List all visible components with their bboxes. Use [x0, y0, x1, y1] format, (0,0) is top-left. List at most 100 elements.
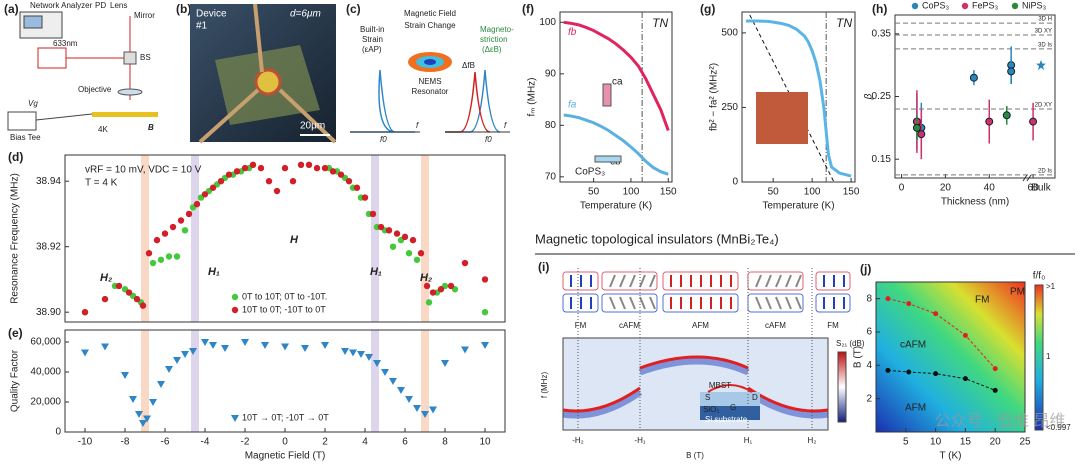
- colorbar-title: S₂₁ (dB): [836, 339, 865, 348]
- point: [421, 411, 429, 418]
- panel-label: (i): [538, 260, 549, 274]
- field-band: [191, 330, 199, 432]
- point: [225, 171, 233, 178]
- phase-boundary: [887, 298, 996, 370]
- colorbar-label: >1: [1046, 282, 1056, 291]
- point: [329, 168, 337, 175]
- y-axis-label: fb² − fa² (MHz²): [709, 63, 720, 131]
- spin-arrow: [755, 274, 762, 288]
- legend-label: 10T to 0T; -10T to 0T: [242, 304, 326, 314]
- point: [969, 73, 978, 82]
- y-tick-label: 60,000: [30, 337, 61, 348]
- electrode: [198, 88, 260, 144]
- x-axis-label: Magnetic Field (T): [245, 451, 326, 462]
- point: [417, 250, 425, 257]
- point: [413, 405, 421, 412]
- point: [912, 123, 921, 132]
- point: [389, 378, 397, 385]
- objective: [117, 88, 143, 96]
- point: [209, 184, 217, 191]
- peak: [445, 71, 491, 133]
- legend-label: fa: [568, 100, 577, 111]
- state-label: cAFM: [765, 321, 786, 330]
- inset-label: Si substrate: [705, 415, 748, 424]
- point: [385, 227, 393, 234]
- x-tick-label: 50: [768, 187, 780, 198]
- point: [481, 342, 489, 349]
- field-band: [421, 155, 429, 322]
- label: B: [148, 123, 154, 132]
- label: ΔfB: [462, 61, 475, 70]
- point: [135, 411, 143, 418]
- y-tick-label: 500: [721, 28, 738, 39]
- point: [181, 351, 189, 358]
- spin-arrow: [795, 274, 802, 288]
- y-axis-label: B (T): [853, 346, 864, 368]
- point: [161, 230, 169, 237]
- point: [265, 177, 273, 185]
- label: Strain Change: [404, 21, 456, 30]
- spin-arrow: [629, 296, 636, 310]
- neel-label: TN: [652, 16, 668, 30]
- point: [149, 399, 157, 406]
- inset-label: D: [752, 393, 758, 402]
- point: [345, 177, 353, 185]
- annotation: H₂: [100, 272, 112, 284]
- x-tick-label: -H₂: [572, 436, 584, 445]
- spin-arrow: [775, 296, 782, 310]
- point: [423, 282, 431, 290]
- annotation: H₁: [370, 266, 382, 278]
- point: [257, 164, 265, 172]
- spin-arrow: [619, 296, 626, 310]
- laser: [37, 47, 67, 69]
- state-label: FM: [575, 321, 587, 330]
- x-tick-label: 60: [1028, 183, 1040, 194]
- point: [143, 415, 151, 423]
- spin-arrow: [775, 274, 782, 288]
- y-axis-label: Resonance Frequency (MHz): [10, 173, 21, 304]
- point: [81, 308, 89, 316]
- point: [185, 210, 193, 218]
- panel-label: (a): [4, 2, 19, 16]
- peak: [445, 69, 501, 133]
- y-tick-label: 2: [866, 393, 872, 404]
- x-tick-label: 100: [804, 187, 821, 198]
- label: Device: [196, 9, 227, 20]
- point: [133, 295, 141, 303]
- point: [201, 191, 209, 198]
- y-tick-label: 38.94: [36, 176, 61, 187]
- panel-j-heatmap: [876, 282, 1044, 432]
- y-tick-label: 6: [866, 327, 872, 338]
- reference-label: 3D H: [1038, 17, 1052, 23]
- plot-frame: [741, 11, 856, 183]
- x-tick-label: 0: [899, 183, 905, 194]
- point: [273, 187, 281, 195]
- label: f0: [485, 135, 492, 144]
- axis-break: [1026, 174, 1032, 182]
- legend-marker: [911, 2, 919, 10]
- point: [409, 236, 417, 244]
- y-tick-label: 100: [539, 17, 556, 28]
- spin-arrow: [639, 296, 646, 310]
- x-tick-label: 50: [588, 187, 600, 198]
- x-tick-label: -6: [161, 437, 170, 448]
- plot-frame: [559, 11, 673, 183]
- point: [145, 250, 153, 257]
- label: d=6μm: [290, 9, 321, 20]
- splitter: [123, 51, 137, 65]
- label: Magneto-: [480, 25, 514, 34]
- plot-frame: [894, 14, 1056, 179]
- label: Mirror: [134, 11, 155, 20]
- spin-arrow: [639, 274, 646, 288]
- label: (εAP): [362, 45, 382, 54]
- axis-break: [1022, 174, 1028, 182]
- colorbar-label: 1: [1046, 352, 1051, 361]
- state-box: [747, 293, 804, 313]
- y-tick-label: 80: [545, 120, 557, 131]
- x-tick-label: H₂: [808, 436, 817, 445]
- plot-frame: [64, 154, 506, 323]
- legend-label: CoPS₃: [922, 0, 950, 10]
- x-tick-label: 2: [322, 437, 328, 448]
- point: [365, 354, 373, 361]
